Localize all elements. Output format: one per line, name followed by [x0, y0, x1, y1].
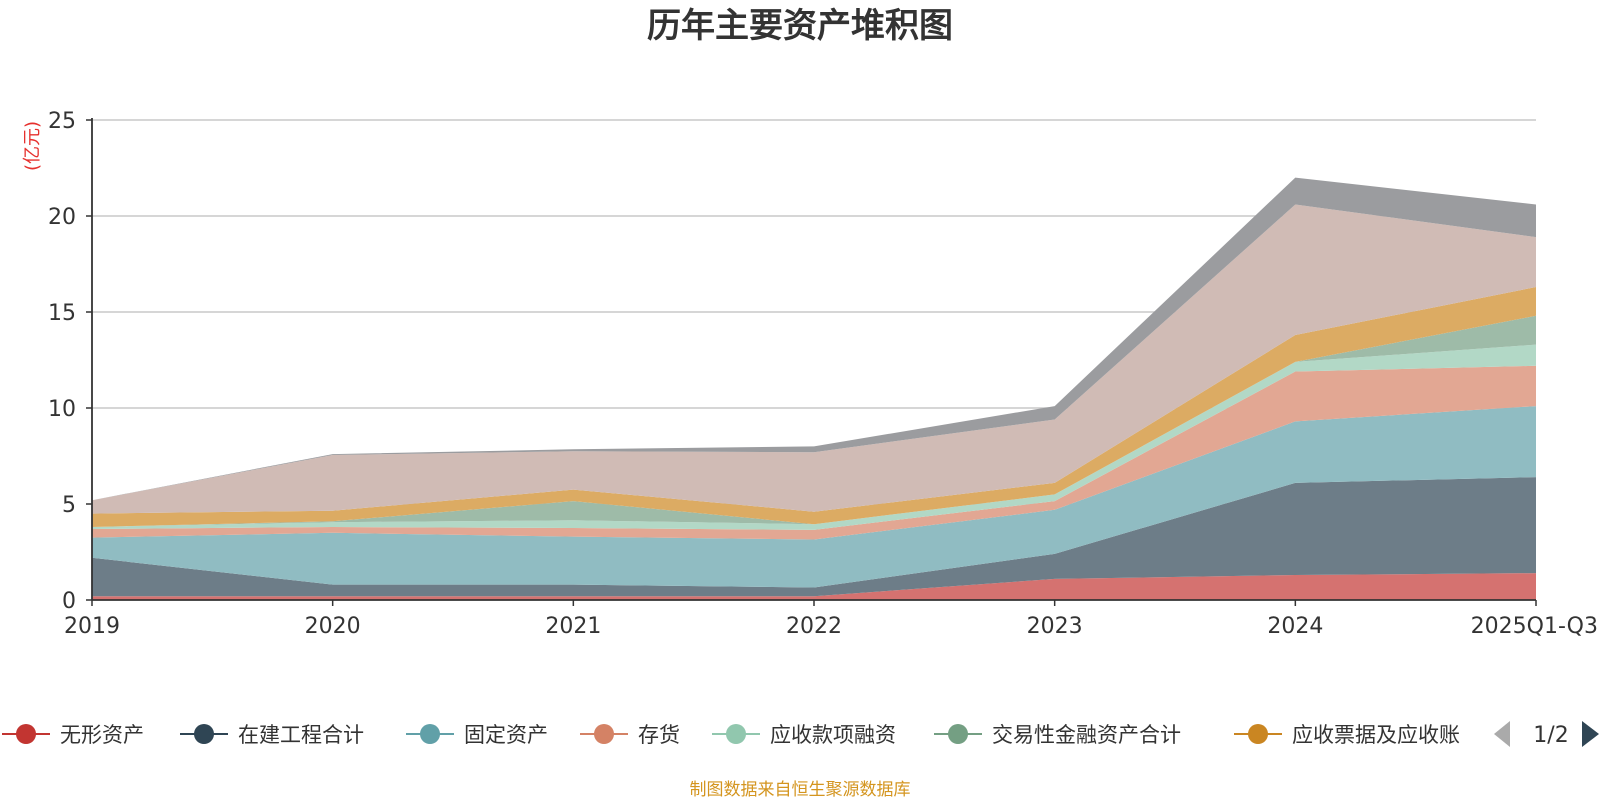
legend-label: 交易性金融资产合计	[992, 723, 1181, 747]
legend-marker-icon	[420, 724, 440, 744]
legend-marker-icon	[1248, 724, 1268, 744]
chart-title: 历年主要资产堆积图	[647, 6, 953, 46]
legend-label: 无形资产	[60, 723, 144, 747]
data-source-note: 制图数据来自恒生聚源数据库	[690, 780, 911, 800]
axes: 2019 2020 2021 2022 2023 2024 2025Q1-Q3	[64, 118, 1598, 639]
legend-item[interactable]: 应收票据及应收账	[1234, 723, 1460, 747]
x-tick-label: 2023	[1027, 614, 1083, 639]
x-tick-label: 2022	[786, 614, 842, 639]
pager-prev-icon[interactable]	[1494, 721, 1510, 747]
area-series-3[interactable]	[92, 365, 1536, 540]
area-series	[92, 177, 1536, 600]
legend-item[interactable]: 固定资产	[406, 723, 548, 747]
legend-label: 在建工程合计	[238, 723, 364, 747]
area-series-0[interactable]	[92, 573, 1536, 600]
legend-item[interactable]: 应收款项融资	[712, 723, 896, 747]
x-tick-label: 2020	[305, 614, 361, 639]
legend-marker-icon	[948, 724, 968, 744]
legend-label: 存货	[638, 723, 680, 747]
legend-label: 应收款项融资	[770, 723, 896, 747]
area-series-7[interactable]	[92, 204, 1536, 514]
x-tick-label: 2024	[1267, 614, 1323, 639]
y-tick-label: 15	[48, 301, 76, 326]
area-series-1[interactable]	[92, 477, 1536, 597]
y-axis-unit: (亿元)	[22, 121, 43, 171]
legend-item[interactable]: 交易性金融资产合计	[934, 723, 1181, 747]
legend-marker-icon	[594, 724, 614, 744]
area-series-2[interactable]	[92, 406, 1536, 588]
y-tick-label: 5	[62, 493, 76, 518]
y-tick-label: 25	[48, 109, 76, 134]
legend-marker-icon	[726, 724, 746, 744]
x-tick-label: 2019	[64, 614, 120, 639]
legend-item[interactable]: 在建工程合计	[180, 723, 364, 747]
area-series-4[interactable]	[92, 344, 1536, 530]
legend-marker-icon	[194, 724, 214, 744]
pager-label: 1/2	[1533, 723, 1568, 748]
area-series-8[interactable]	[92, 177, 1536, 501]
x-tick-label: 2021	[545, 614, 601, 639]
y-tick-label: 10	[48, 397, 76, 422]
x-tick-label: 2025Q1-Q3	[1471, 614, 1598, 639]
legend: 无形资产 在建工程合计 固定资产 存货 应收款项融资 交易性金融资产合计 应收票据及应收账 1…	[2, 721, 1599, 748]
legend-item[interactable]: 无形资产	[2, 723, 144, 747]
legend-label: 应收票据及应收账	[1292, 723, 1460, 747]
y-tick-label: 0	[62, 589, 76, 614]
y-tick-label: 20	[48, 205, 76, 230]
pager-next-icon[interactable]	[1582, 721, 1599, 747]
legend-label: 固定资产	[464, 723, 548, 747]
legend-marker-icon	[16, 724, 36, 744]
legend-item[interactable]: 存货	[580, 723, 680, 747]
legend-pager: 1/2	[1494, 721, 1599, 748]
